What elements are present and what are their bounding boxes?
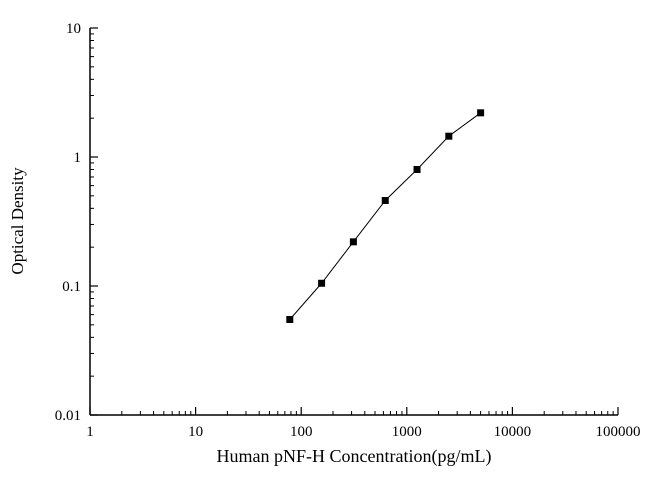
y-tick-label: 1: [74, 150, 82, 166]
x-tick-label: 1: [86, 424, 94, 440]
x-tick-label: 10: [188, 424, 203, 440]
x-tick-label: 1000: [392, 424, 422, 440]
y-tick-label: 0.01: [55, 408, 81, 424]
tick-labels: 1 10 100 1000 10000 100000 0.01 0.1 1 10: [55, 21, 641, 440]
y-tick-label: 0.1: [62, 279, 81, 295]
data-point-marker: [477, 109, 485, 117]
data-point-marker: [381, 197, 389, 205]
y-tick-label: 10: [66, 21, 81, 37]
data-point-marker: [286, 315, 294, 323]
tick-marks: [89, 27, 619, 416]
y-axis-label: Optical Density: [8, 167, 27, 275]
series-line: [289, 112, 481, 320]
data-point-marker: [413, 166, 421, 174]
data-series: [286, 109, 485, 323]
x-tick-label: 100000: [596, 424, 641, 440]
x-tick-label: 100: [290, 424, 313, 440]
x-axis-label: Human pNF-H Concentration(pg/mL): [216, 446, 492, 466]
data-point-marker: [349, 238, 357, 246]
axes: [89, 28, 618, 416]
data-point-marker: [445, 132, 453, 140]
x-tick-label: 10000: [494, 424, 532, 440]
data-point-marker: [318, 279, 326, 287]
